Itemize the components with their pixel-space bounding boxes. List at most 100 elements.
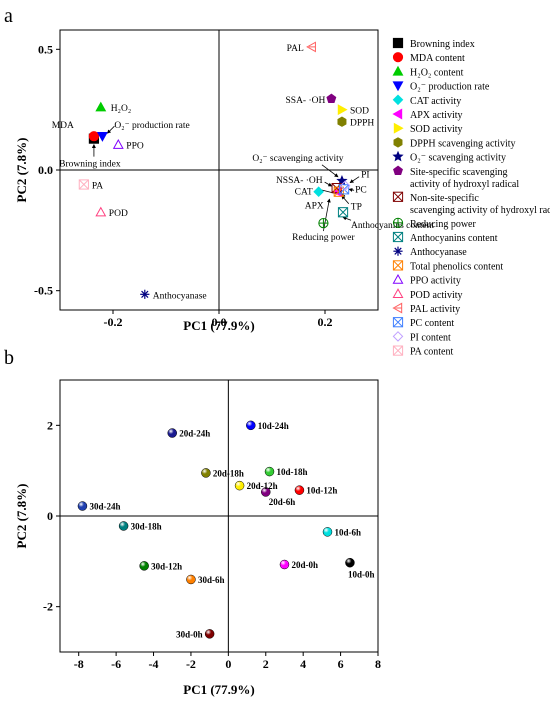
h2o2-legend-label: H₂O₂ content	[410, 67, 464, 78]
ppo-legend-label: PPO activity	[410, 276, 461, 287]
cat-label: CAT	[295, 188, 313, 198]
anthocyanase-point	[140, 289, 150, 299]
pa-legend-marker	[392, 345, 404, 356]
pal-point	[306, 41, 316, 53]
sample-point	[118, 521, 129, 531]
pi-point	[339, 180, 351, 191]
panel-b-letter: b	[4, 347, 14, 369]
anthocyanase-legend-marker	[393, 246, 403, 256]
h2o2-legend-marker	[392, 65, 404, 76]
sample-label: 20d-12h	[247, 481, 278, 491]
dpph-point	[337, 116, 347, 127]
leader-arrow	[342, 216, 352, 221]
pi-label: PI	[361, 171, 369, 181]
anthocyanins-point	[337, 207, 349, 218]
leader-arrow	[324, 181, 333, 187]
leader-arrow	[106, 125, 115, 134]
apx-legend-marker	[392, 108, 403, 120]
panel-b-x-tick-label: 0	[225, 657, 231, 671]
leader-arrow	[323, 198, 331, 232]
sample-label: 30d-24h	[89, 502, 120, 512]
o2-scav-legend-marker	[392, 150, 404, 162]
pa-point	[78, 179, 89, 190]
sample-label: 20d-18h	[213, 468, 244, 478]
pod-point	[95, 206, 107, 217]
mda-point	[88, 131, 100, 142]
pi-legend-marker	[392, 331, 404, 342]
sample-label: 30d-12h	[151, 561, 182, 571]
sample-label: 10d-24h	[258, 421, 289, 431]
tp-legend-label: Total phenolics content	[410, 261, 503, 272]
sample-label: 10d-0h	[348, 570, 375, 580]
nssa-oh-legend-label: Non-site-specific scavenging activity of …	[410, 193, 550, 216]
pod-label: POD	[109, 209, 128, 219]
sample-point	[186, 574, 196, 585]
panel-a-legend: Browning index MDA content H₂O₂ content O₂⁻…	[392, 37, 550, 358]
leader-arrow	[348, 188, 355, 192]
sod-legend-marker	[393, 122, 404, 134]
tp-label: TP	[351, 203, 362, 213]
cat-point	[313, 186, 324, 198]
pal-legend-label: PAL activity	[410, 304, 460, 315]
panel-b-x-axis-title: PC1 (77.9%)	[183, 682, 255, 697]
panel-a-y-tick-label: -0.5	[34, 284, 53, 298]
pa-legend-label: PA content	[410, 347, 453, 358]
cat-legend-label: CAT activity	[410, 96, 461, 107]
dpph-legend-label: DPPH scavenging activity	[410, 138, 516, 149]
sample-label: 20d-0h	[291, 560, 318, 570]
sample-point	[264, 466, 275, 477]
sample-point	[246, 420, 256, 431]
o2-scav-legend-label: O₂⁻ scavenging activity	[410, 153, 506, 164]
panel-b-x-tick-label: 8	[375, 657, 381, 671]
sample-point	[204, 629, 215, 639]
sample-label: 10d-18h	[277, 467, 308, 477]
anthocyanins-legend-marker	[392, 231, 404, 243]
panel-b-zero-lines	[60, 380, 378, 652]
pc-label: PC	[355, 185, 367, 195]
tp-legend-marker	[392, 260, 404, 271]
sod-label: SOD	[350, 107, 369, 117]
o2-rate-legend-label: O₂⁻ production rate	[410, 82, 490, 93]
sample-label: 30d-0h	[176, 629, 203, 639]
pod-legend-marker	[392, 288, 404, 298]
panel-a-letter: a	[4, 5, 13, 27]
sample-point	[294, 485, 305, 495]
ppo-label: PPO	[126, 142, 144, 152]
ppo-point	[112, 139, 124, 149]
sod-legend-label: SOD activity	[410, 124, 463, 135]
sample-point	[167, 428, 177, 438]
cat-legend-marker	[392, 94, 404, 106]
sod-point	[337, 104, 348, 116]
sample-label: 10d-12h	[306, 486, 337, 496]
panel-b-x-tick-label: 6	[338, 657, 344, 671]
pal-label: PAL	[287, 44, 304, 54]
reducing-power-point	[318, 218, 329, 229]
sample-point	[261, 487, 271, 497]
mda-label: MDA	[52, 121, 74, 131]
panel-a-leader-arrows	[91, 125, 360, 232]
o2-rate-legend-marker	[392, 81, 404, 92]
ssa-oh-point	[326, 93, 337, 104]
h2o2-label: H₂O₂	[111, 104, 131, 114]
nssa-oh-legend-marker	[392, 191, 404, 202]
leader-arrow	[349, 176, 360, 184]
panel-b-x-tick-label: -2	[186, 657, 196, 671]
pa-label: PA	[92, 181, 103, 191]
sample-point	[201, 468, 211, 478]
dpph-legend-marker	[393, 137, 403, 148]
anthocyanase-legend-label: Anthocyanase	[410, 247, 467, 258]
panel-b-x-tick-label: -4	[149, 657, 159, 671]
panel-b-x-tick-label: 2	[263, 657, 269, 671]
panel-a-zero-lines	[60, 30, 378, 310]
reducing-power-legend-label: Reducing power	[410, 219, 476, 230]
h2o2-point	[95, 101, 107, 112]
ppo-legend-marker	[392, 273, 404, 284]
pal-legend-marker	[392, 302, 403, 314]
panel-a-x-tick-label: 0.2	[318, 315, 333, 329]
sample-point	[234, 480, 245, 491]
pi-legend-label: PI content	[410, 332, 451, 343]
dpph-label: DPPH	[350, 119, 374, 129]
panel-a-x-axis-title: PC1 (77.9%)	[183, 318, 255, 333]
tp-point	[333, 186, 344, 197]
